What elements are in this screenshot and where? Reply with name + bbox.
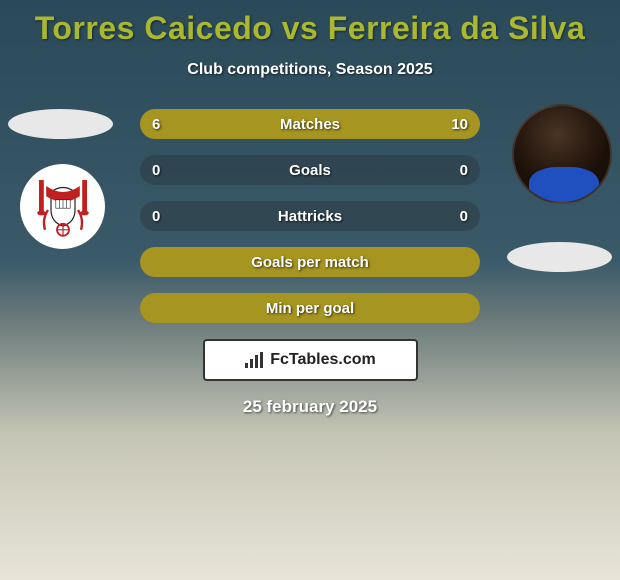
- stat-label: Hattricks: [278, 208, 342, 225]
- club-badge-right-placeholder: [507, 242, 612, 272]
- stat-value-left: 0: [152, 162, 160, 179]
- brand-text: FcTables.com: [270, 351, 376, 369]
- stat-value-right: 10: [451, 116, 468, 133]
- stat-label: Goals: [289, 162, 331, 179]
- club-badge-left: [20, 164, 105, 249]
- stat-value-right: 0: [460, 162, 468, 179]
- player-left-placeholder: [8, 109, 113, 139]
- stat-row-matches: 6 Matches 10: [140, 109, 480, 139]
- stat-label: Min per goal: [266, 300, 354, 317]
- season-subtitle: Club competitions, Season 2025: [0, 61, 620, 79]
- barchart-icon: [244, 351, 266, 369]
- stat-row-min-per-goal: Min per goal: [140, 293, 480, 323]
- content-area: 6 Matches 10 0 Goals 0 0 Hattricks 0 Goa…: [0, 109, 620, 417]
- stat-label: Goals per match: [251, 254, 369, 271]
- stat-value-left: 0: [152, 208, 160, 225]
- stat-row-goals-per-match: Goals per match: [140, 247, 480, 277]
- comparison-title: Torres Caicedo vs Ferreira da Silva: [0, 0, 620, 47]
- stat-label: Matches: [280, 116, 340, 133]
- comparison-date: 25 february 2025: [0, 397, 620, 417]
- stat-value-right: 0: [460, 208, 468, 225]
- stat-row-goals: 0 Goals 0: [140, 155, 480, 185]
- corinthians-icon: [33, 177, 93, 237]
- player-right-photo: [512, 104, 612, 204]
- brand-badge: FcTables.com: [203, 339, 418, 381]
- stat-row-hattricks: 0 Hattricks 0: [140, 201, 480, 231]
- stat-value-left: 6: [152, 116, 160, 133]
- stats-container: 6 Matches 10 0 Goals 0 0 Hattricks 0 Goa…: [140, 109, 480, 323]
